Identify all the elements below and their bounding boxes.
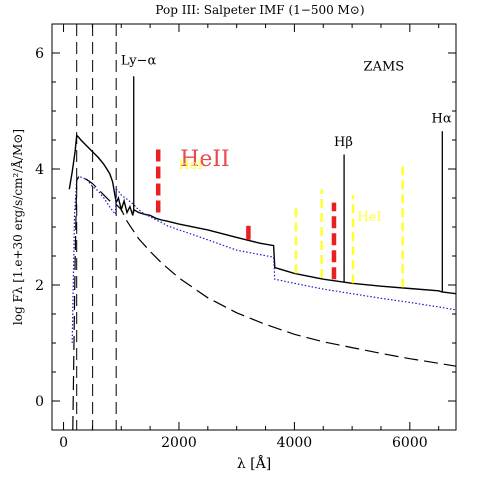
x-tick-label: 4000 <box>277 435 313 451</box>
x-tick-label: 2000 <box>161 435 197 451</box>
annotation-3: HeI <box>178 158 202 173</box>
axis-ticks <box>52 23 456 431</box>
x-axis-label: λ [Å] <box>237 454 271 472</box>
plot-area <box>68 24 456 430</box>
annotation-5: Hβ <box>334 135 353 150</box>
series-line-solid <box>68 133 456 295</box>
x-tick-label: 6000 <box>392 435 428 451</box>
annotation-1: Ly−α <box>121 54 157 69</box>
y-tick-label: 4 <box>35 162 44 178</box>
annotation-4: HeI <box>357 210 381 225</box>
y-tick-label: 0 <box>35 394 44 410</box>
series-line-dashed <box>72 176 456 430</box>
y-tick-label: 2 <box>35 278 44 294</box>
y-axis-label: log Fλ [1.e+30 erg/s/cm²/Å/M⊙] <box>10 129 25 325</box>
y-tick-label: 6 <box>35 46 44 62</box>
annotation-6: Hα <box>432 112 452 127</box>
annotation-0: ZAMS <box>364 59 405 74</box>
plot-frame <box>51 23 457 431</box>
series-line-dotted <box>71 176 456 344</box>
annotation-2: HeII <box>180 147 230 172</box>
chart-title: Pop III: Salpeter IMF (1−500 M⊙) <box>155 3 364 17</box>
x-tick-label: 0 <box>59 435 68 451</box>
